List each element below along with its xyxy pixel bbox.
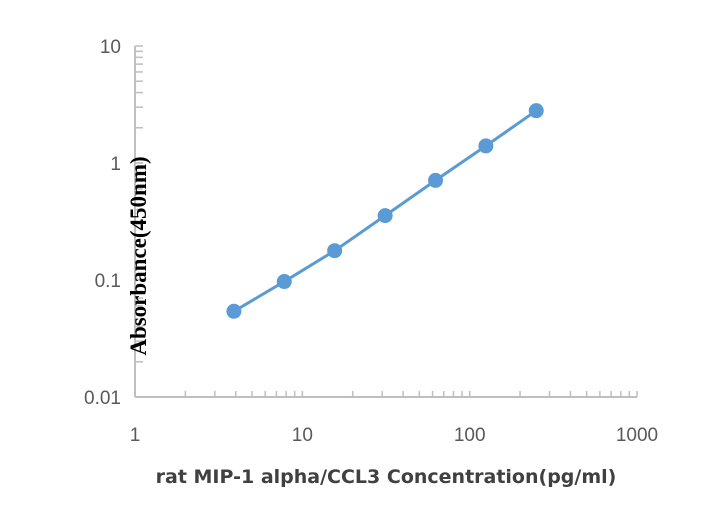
x-axis-label: rat MIP-1 alpha/CCL3 Concentration(pg/ml… — [156, 466, 617, 488]
data-point — [276, 274, 292, 290]
data-point — [478, 138, 494, 154]
axes — [134, 45, 638, 398]
y-tick-labels: 0.01 0.1 1 10 — [84, 37, 121, 409]
x-tick-label: 10 — [292, 425, 313, 446]
y-tick-label: 10 — [100, 37, 121, 58]
x-tick-label: 1000 — [616, 425, 658, 446]
data-point — [428, 172, 444, 188]
y-tick-label: 0.01 — [84, 388, 121, 409]
series — [226, 103, 544, 319]
x-tick-label: 1 — [130, 425, 141, 446]
data-point — [226, 303, 242, 319]
x-tick-labels: 1 10 100 1000 — [130, 425, 658, 446]
y-tick-label: 0.1 — [95, 271, 121, 292]
data-point — [377, 208, 393, 224]
y-tick-label: 1 — [110, 154, 121, 175]
x-tick-label: 100 — [454, 425, 486, 446]
data-point — [327, 243, 343, 259]
y-axis-label: Absorbance(450nm) — [126, 156, 151, 355]
data-point — [528, 103, 544, 119]
